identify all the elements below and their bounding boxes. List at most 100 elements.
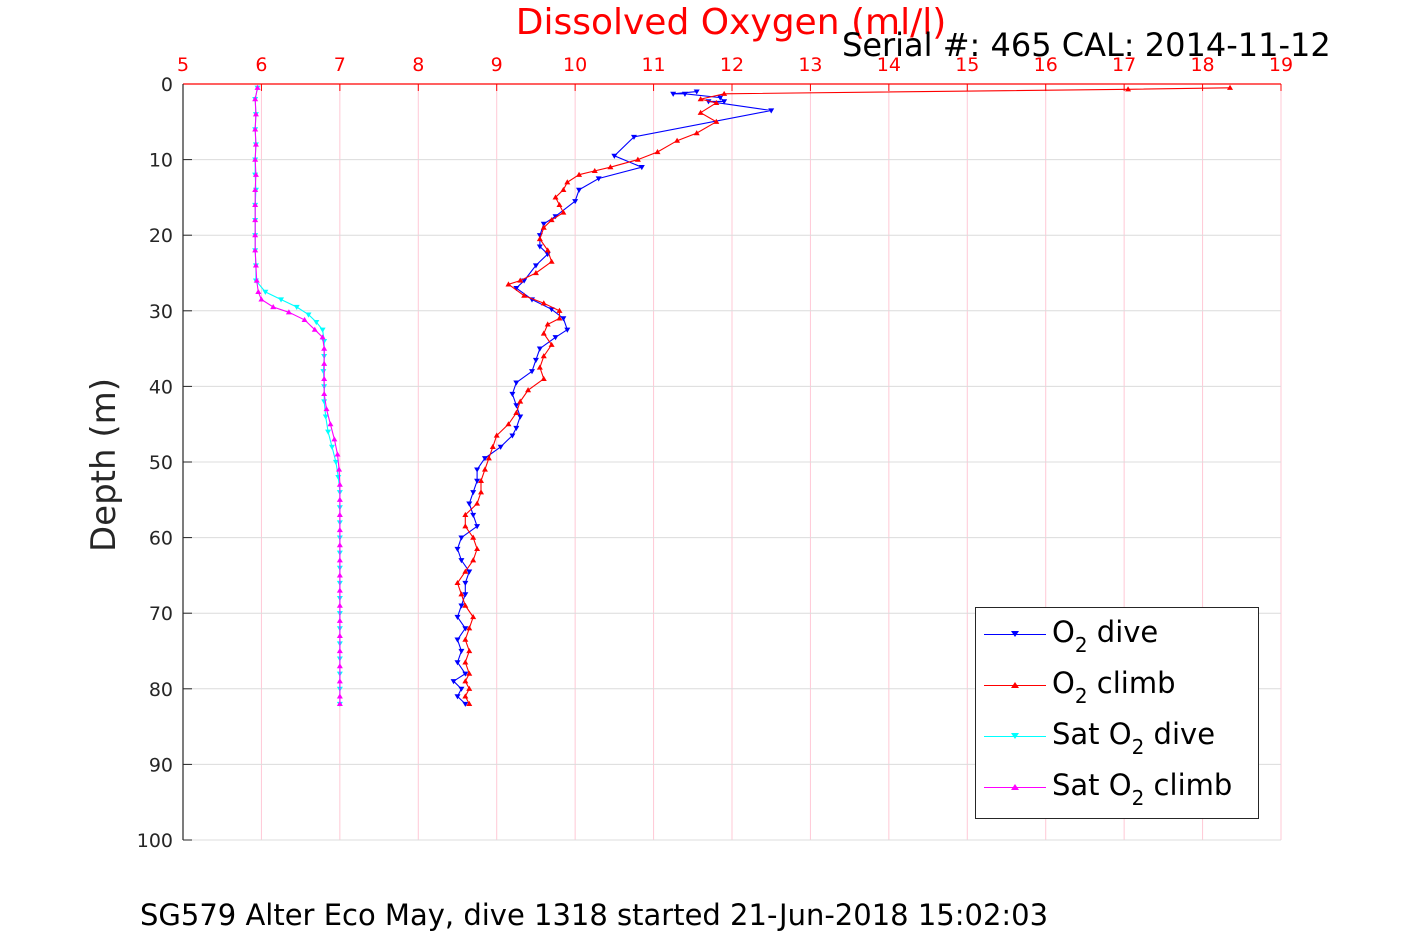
data-point <box>336 572 343 578</box>
series-line <box>452 91 772 705</box>
y-axis-label: Depth (m) <box>84 377 124 553</box>
data-point <box>548 307 555 313</box>
data-point <box>576 171 583 177</box>
data-point <box>454 579 461 586</box>
data-point <box>630 134 637 140</box>
data-point <box>462 580 469 586</box>
data-point <box>474 545 481 552</box>
data-point <box>336 511 343 518</box>
data-point <box>529 369 536 375</box>
data-point <box>462 602 469 608</box>
data-point <box>321 375 328 381</box>
data-point <box>336 693 343 699</box>
data-point <box>458 591 465 597</box>
y-tick-label: 40 <box>149 376 173 398</box>
data-point <box>548 341 555 347</box>
x-tick-label: 12 <box>720 54 744 76</box>
data-point <box>556 307 563 313</box>
data-point <box>336 700 343 707</box>
data-point <box>513 380 520 386</box>
triangle-down-marker-icon <box>1011 733 1019 739</box>
data-point <box>674 137 681 143</box>
data-point <box>768 108 775 114</box>
data-point <box>717 95 724 101</box>
data-point <box>454 614 461 620</box>
data-point <box>713 118 720 124</box>
data-point <box>481 466 488 472</box>
triangle-down-marker-icon <box>1011 631 1019 637</box>
legend-label-sat-o2-dive: Sat O2 dive <box>1052 717 1216 759</box>
data-point <box>697 96 704 102</box>
data-point <box>322 414 329 420</box>
data-point <box>325 429 332 435</box>
data-point <box>462 671 469 677</box>
legend-label-o2-dive: O2 dive <box>1052 615 1159 657</box>
data-point <box>532 263 539 269</box>
data-point <box>321 390 328 397</box>
data-point <box>336 587 343 593</box>
data-point <box>670 91 677 97</box>
y-tick-label: 0 <box>161 74 173 96</box>
data-point <box>305 312 312 318</box>
data-point <box>478 477 485 483</box>
data-point <box>319 334 326 340</box>
data-point <box>466 569 473 575</box>
data-point <box>532 357 539 363</box>
data-point <box>458 558 465 564</box>
data-point <box>462 626 469 632</box>
data-point <box>278 297 285 303</box>
data-point <box>544 247 551 253</box>
data-point <box>540 300 547 306</box>
data-point <box>462 511 469 518</box>
data-point <box>1227 84 1234 90</box>
data-point <box>454 660 461 666</box>
data-point <box>332 459 339 465</box>
data-point <box>611 153 618 159</box>
data-point <box>336 663 343 669</box>
data-point <box>509 433 516 439</box>
triangle-up-marker-icon <box>1011 682 1019 688</box>
data-point <box>454 546 461 552</box>
chart-title: Dissolved Oxygen (ml/l) <box>515 2 947 43</box>
data-point <box>517 414 524 420</box>
data-point <box>521 292 528 298</box>
data-point <box>329 444 336 450</box>
data-point <box>252 186 259 192</box>
data-point <box>254 84 261 90</box>
data-point <box>462 701 469 707</box>
data-point <box>697 109 704 115</box>
x-tick-label: 18 <box>1190 54 1214 76</box>
data-point <box>552 335 559 341</box>
data-point <box>462 523 469 529</box>
data-point <box>560 209 567 215</box>
y-tick-label: 50 <box>149 452 173 474</box>
data-point <box>335 475 342 481</box>
series-3 <box>252 84 343 707</box>
data-point <box>252 217 259 223</box>
data-point <box>548 217 555 223</box>
data-point <box>474 524 481 530</box>
data-point <box>544 321 551 327</box>
series-1 <box>454 84 1234 707</box>
chart-legend: O2 dive O2 climb Sat O2 dive Sat O2 clim… <box>975 607 1259 819</box>
x-tick-label: 17 <box>1112 54 1136 76</box>
data-point <box>564 327 571 333</box>
data-point <box>564 179 571 185</box>
data-point <box>462 678 469 684</box>
data-point <box>336 527 343 533</box>
y-tick-label: 90 <box>149 754 173 776</box>
data-point <box>336 632 343 638</box>
data-point <box>336 466 343 472</box>
x-tick-label: 19 <box>1269 54 1293 76</box>
data-point <box>293 304 300 311</box>
data-point <box>336 496 343 502</box>
data-point <box>466 685 473 691</box>
data-point <box>285 309 292 315</box>
y-tick-label: 70 <box>149 603 173 625</box>
data-point <box>336 542 343 548</box>
data-point <box>721 99 728 105</box>
data-point <box>560 186 567 192</box>
data-point <box>591 167 598 174</box>
data-point <box>258 296 265 302</box>
data-point <box>311 326 318 332</box>
